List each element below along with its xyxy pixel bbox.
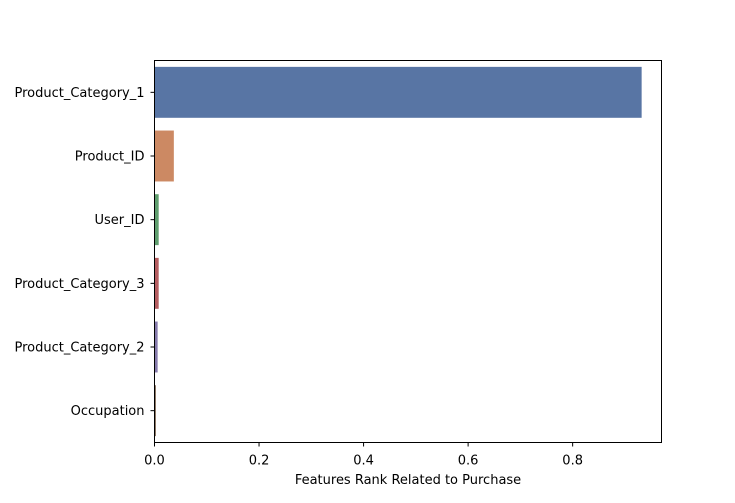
bar-product-id xyxy=(154,130,174,182)
bar-user-id xyxy=(154,194,159,246)
x-tick-label: 0.4 xyxy=(353,454,374,469)
x-axis-label: Features Rank Related to Purchase xyxy=(295,473,521,488)
x-tick-label: 0.8 xyxy=(562,454,583,469)
x-tick-label: 0.6 xyxy=(458,454,479,469)
bars-layer xyxy=(154,66,642,437)
bar-product-category-2 xyxy=(154,321,158,373)
y-tick-label: User_ID xyxy=(95,213,145,228)
x-tick-label: 0.2 xyxy=(249,454,270,469)
bar-product-category-3 xyxy=(154,257,159,309)
x-tick-label: 0.0 xyxy=(144,454,165,469)
bar-occupation xyxy=(154,385,156,437)
y-axis-ticks: Product_Category_1 Product_ID User_ID Produ… xyxy=(14,86,155,419)
y-tick-label: Product_ID xyxy=(75,150,145,165)
bar-product-category-1 xyxy=(154,66,642,118)
y-tick-label: Product_Category_3 xyxy=(14,277,144,292)
y-tick-label: Occupation xyxy=(71,404,145,419)
x-axis-ticks: 0.0 0.2 0.4 0.6 0.8 xyxy=(144,442,583,469)
y-tick-label: Product_Category_2 xyxy=(14,341,144,356)
y-tick-label: Product_Category_1 xyxy=(14,86,144,101)
plot-frame xyxy=(154,60,662,443)
